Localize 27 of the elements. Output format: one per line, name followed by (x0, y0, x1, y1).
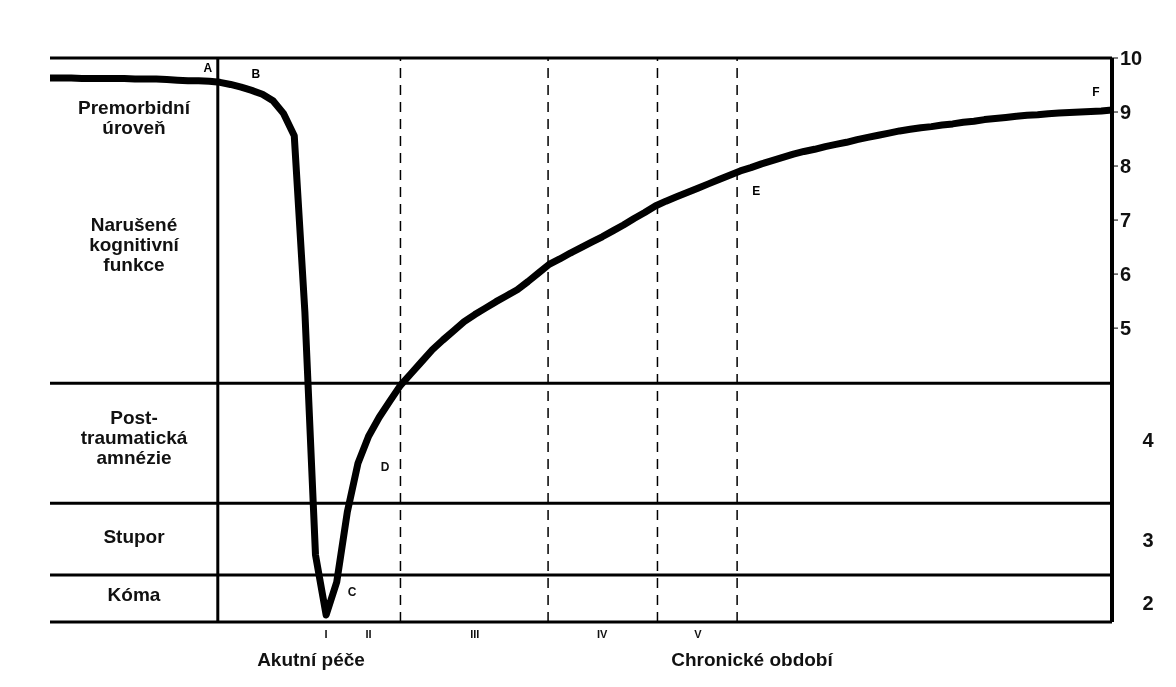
text: Akutní péče (257, 649, 365, 670)
annotation: F (1092, 84, 1100, 99)
x-tick-label: V (694, 627, 703, 640)
annotation: Narušené kognitivní funkce (89, 214, 179, 275)
annotation: Post- traumatická amnézie (80, 407, 188, 468)
y-tick-label: 7 (1120, 209, 1132, 232)
text: Chronické období (671, 649, 833, 670)
x-tick-label: III (470, 627, 480, 640)
annotation: E (752, 183, 761, 198)
annotation: B (251, 67, 261, 82)
y-tick-label: 9 (1120, 101, 1132, 124)
x-tick-label: I (324, 627, 328, 640)
text: 4 (1142, 429, 1154, 451)
y-tick-label: 6 (1120, 263, 1132, 286)
y-tick-label: 8 (1120, 155, 1132, 178)
annotation: D (380, 459, 390, 476)
text: 2 (1142, 592, 1154, 614)
annotation: C (347, 584, 357, 601)
y-tick-label: 5 (1120, 317, 1132, 340)
annotation: Stupor (103, 526, 165, 547)
x-tick-label: II (365, 627, 372, 640)
x-tick-label: IV (597, 627, 609, 640)
text: 3 (1142, 529, 1154, 551)
annotation: Kóma (107, 584, 161, 605)
annotation: A (203, 60, 213, 75)
annotation: Premorbidní úroveň (78, 97, 190, 138)
y-tick-label: 10 (1120, 47, 1143, 70)
